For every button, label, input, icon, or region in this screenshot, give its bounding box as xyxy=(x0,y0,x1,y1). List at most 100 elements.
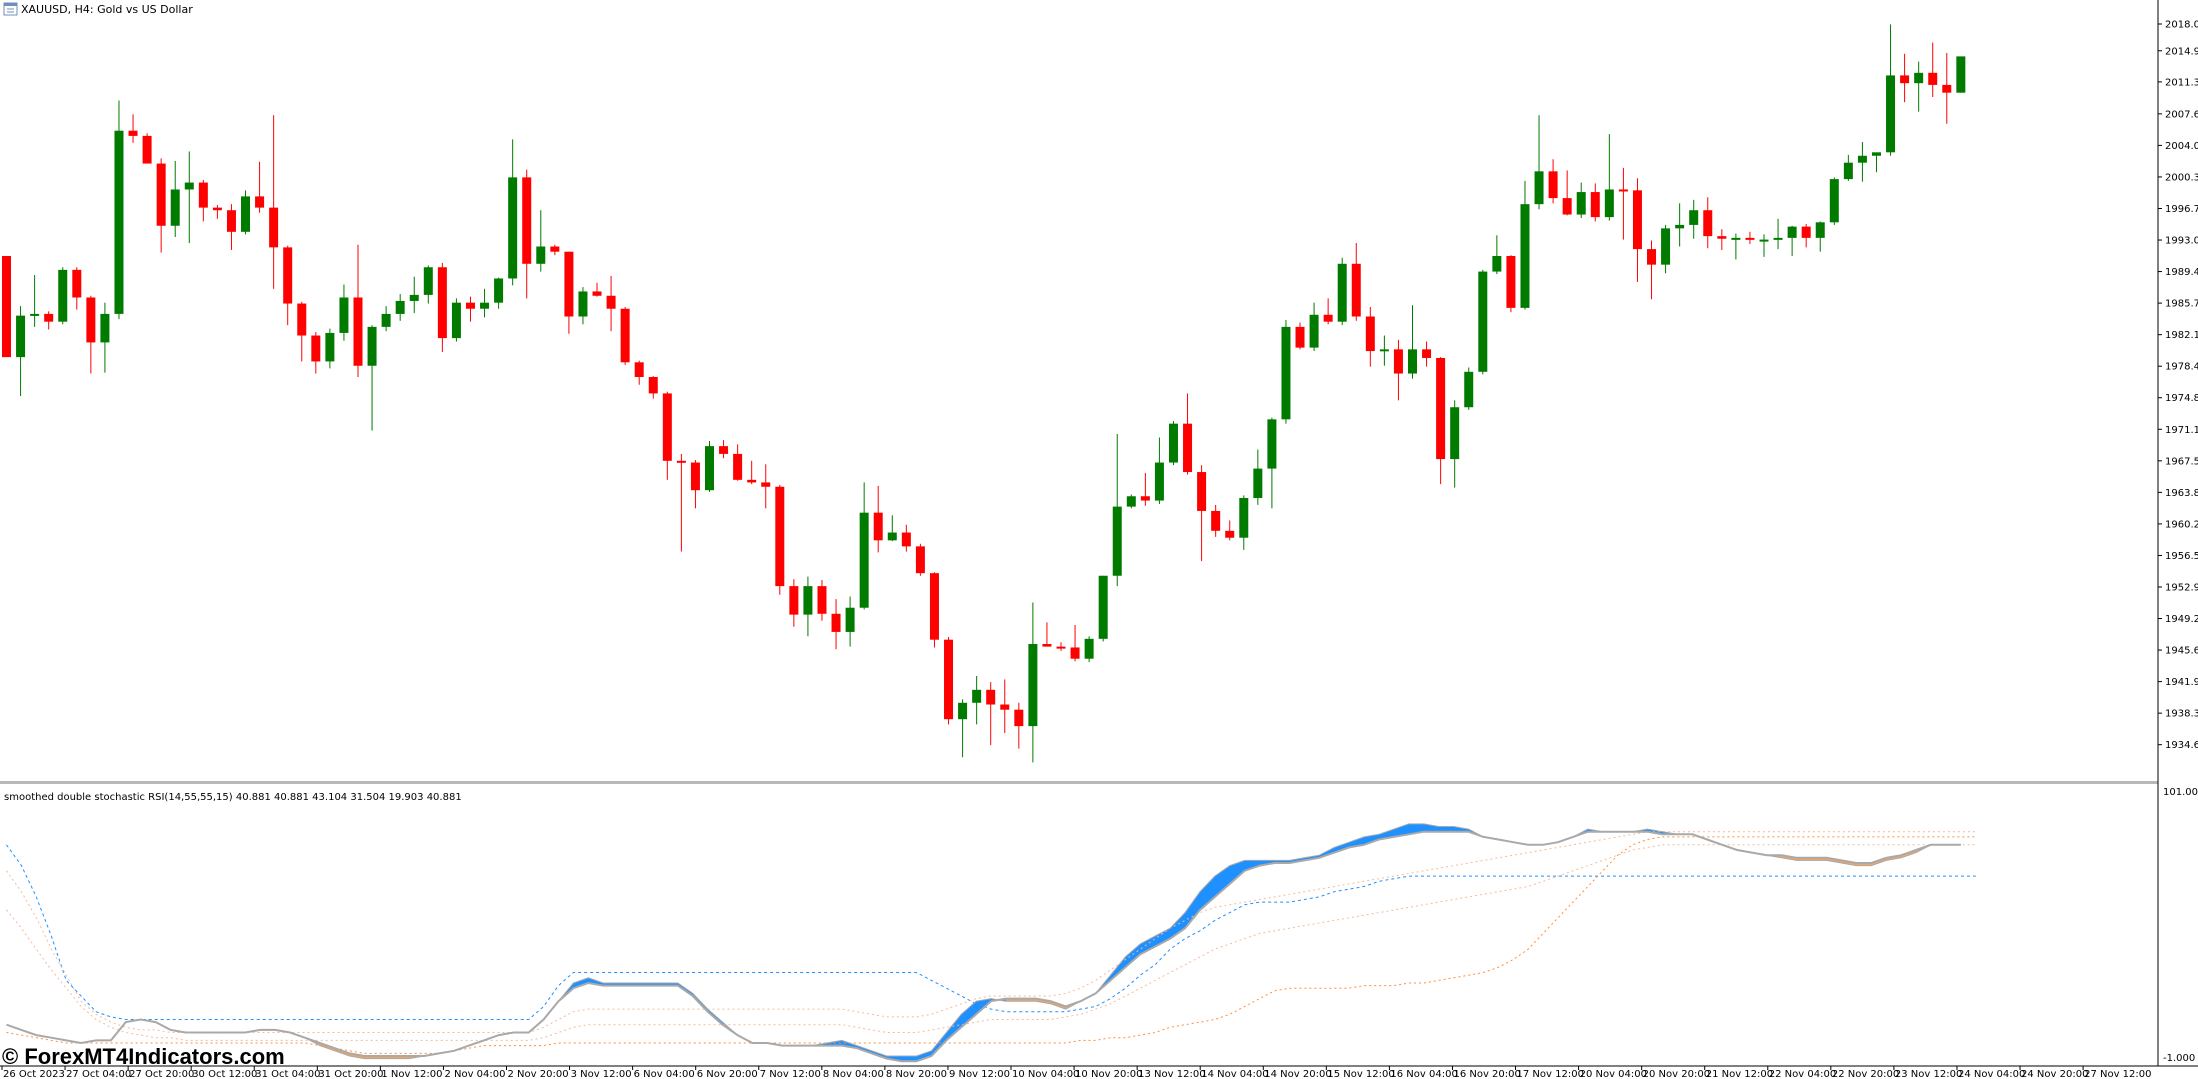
time-tick-label: 27 Oct 20:00 xyxy=(129,1069,194,1079)
candle xyxy=(789,579,799,627)
candle xyxy=(1253,449,1263,505)
candle-body xyxy=(1056,646,1066,649)
candle xyxy=(1042,622,1052,647)
candle-body xyxy=(367,326,377,366)
candle-body xyxy=(550,246,560,252)
candle-body xyxy=(494,278,504,303)
candle xyxy=(719,440,729,459)
candle xyxy=(1520,180,1530,310)
candle xyxy=(86,295,96,374)
candle xyxy=(1028,602,1038,763)
candle-body xyxy=(128,130,138,136)
time-tick-label: 31 Oct 04:00 xyxy=(255,1069,320,1079)
candle-body xyxy=(1422,349,1432,358)
candle-body xyxy=(1323,314,1333,322)
candle-body xyxy=(1604,189,1614,218)
candle xyxy=(564,251,574,334)
candle xyxy=(142,133,152,164)
candle xyxy=(1801,224,1811,248)
candle-body xyxy=(1478,271,1488,372)
candle xyxy=(1506,255,1516,313)
indicator-pane[interactable] xyxy=(6,823,1976,1063)
indicator-line-upper xyxy=(6,844,1976,1020)
candle xyxy=(648,376,658,399)
candle xyxy=(620,306,630,365)
candle-body xyxy=(733,453,743,480)
price-tick-label: 2007.65 xyxy=(2165,109,2198,120)
candle-body xyxy=(761,482,771,487)
time-tick-label: 10 Nov 04:00 xyxy=(1012,1069,1079,1079)
time-tick-label: 7 Nov 12:00 xyxy=(760,1069,821,1079)
candle-body xyxy=(1647,249,1657,265)
price-tick-label: 1963.85 xyxy=(2165,488,2198,499)
candle xyxy=(198,179,208,222)
candle xyxy=(1112,434,1122,587)
candle-body xyxy=(676,460,686,463)
time-tick-label: 15 Nov 12:00 xyxy=(1327,1069,1394,1079)
candle xyxy=(44,311,54,330)
candle xyxy=(1928,42,1938,98)
candle xyxy=(72,267,82,310)
candle-body xyxy=(747,479,757,483)
candle xyxy=(1309,302,1319,352)
candle xyxy=(1703,197,1713,249)
candle xyxy=(2,256,11,358)
candle-body xyxy=(887,532,897,541)
candle xyxy=(1014,702,1024,749)
candle xyxy=(1000,679,1010,734)
candle xyxy=(1604,134,1614,221)
price-tick-label: 1949.25 xyxy=(2165,614,2198,625)
candle-body xyxy=(437,267,447,339)
price-pane[interactable] xyxy=(2,24,1966,763)
price-tick-label: 1945.60 xyxy=(2165,646,2198,657)
candle-body xyxy=(789,586,799,615)
candle xyxy=(494,277,504,309)
candle xyxy=(1197,465,1207,562)
candle xyxy=(1618,167,1628,240)
candle xyxy=(241,190,251,235)
candle xyxy=(30,275,40,327)
time-tick-label: 31 Oct 20:00 xyxy=(318,1069,383,1079)
candle-body xyxy=(972,689,982,703)
candle-body xyxy=(58,269,68,322)
time-tick-label: 13 Nov 12:00 xyxy=(1138,1069,1205,1079)
candle-body xyxy=(775,486,785,587)
candle xyxy=(226,204,236,250)
candle-body xyxy=(1379,349,1389,352)
candle xyxy=(747,460,757,485)
candle xyxy=(803,576,813,637)
candle xyxy=(465,296,475,322)
indicator-line-main xyxy=(6,823,1961,1060)
candle xyxy=(1098,575,1108,642)
candle-body xyxy=(451,302,461,339)
candle xyxy=(1239,495,1249,550)
candle xyxy=(1365,306,1375,367)
candle xyxy=(1323,298,1333,325)
candle-body xyxy=(1942,84,1952,93)
candle xyxy=(255,161,265,213)
candle-body xyxy=(1857,155,1867,163)
candle-body xyxy=(1464,371,1474,408)
price-tick-label: 1938.30 xyxy=(2165,709,2198,720)
candle xyxy=(1759,234,1769,257)
candle-body xyxy=(1900,75,1910,84)
candle xyxy=(986,682,996,746)
candle xyxy=(873,485,883,553)
candle xyxy=(1745,231,1755,244)
time-tick-label: 21 Nov 12:00 xyxy=(1706,1069,1773,1079)
pane-separator[interactable] xyxy=(0,781,2158,784)
candle-body xyxy=(339,297,349,333)
time-tick-label: 2 Nov 04:00 xyxy=(444,1069,505,1079)
candle-body xyxy=(480,302,490,309)
price-tick-label: 2000.35 xyxy=(2165,172,2198,183)
candle xyxy=(1422,341,1432,367)
candle xyxy=(1408,305,1417,379)
candle-body xyxy=(705,446,714,491)
candle-body xyxy=(1197,472,1207,511)
candle-body xyxy=(1295,326,1305,348)
candle-body xyxy=(564,251,574,317)
candle xyxy=(409,276,419,314)
candle xyxy=(1647,240,1657,300)
